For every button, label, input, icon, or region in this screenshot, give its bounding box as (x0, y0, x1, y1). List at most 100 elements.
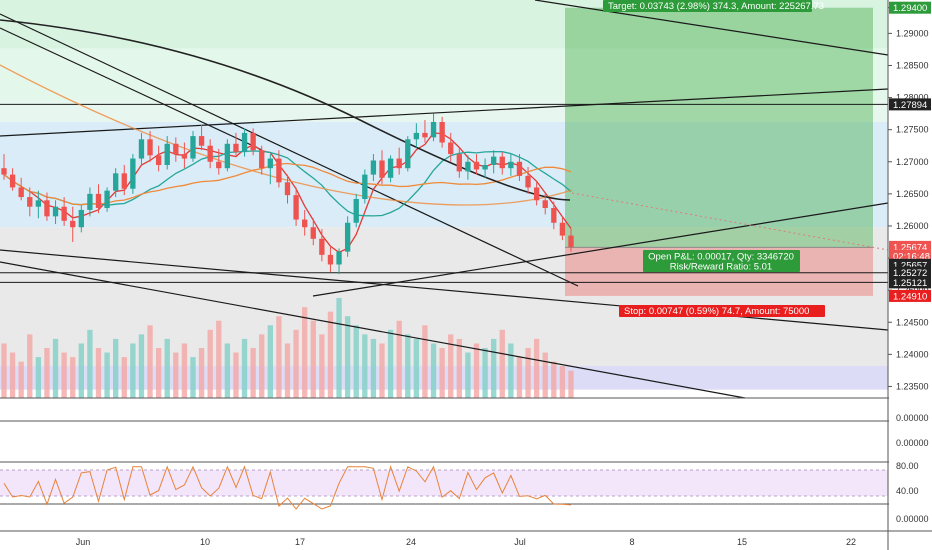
volume-bar (250, 348, 256, 398)
stop-label: Stop: 0.00747 (0.59%) 74.7, Amount: 7500… (624, 306, 809, 317)
candle-body (233, 143, 239, 153)
projection-line (571, 192, 889, 251)
price-tick-label: 1.23500 (896, 381, 929, 391)
candle (302, 209, 308, 236)
candle (456, 147, 462, 178)
candle (61, 197, 67, 226)
price-tick-label: 1.26000 (896, 221, 929, 231)
candle-body (456, 154, 462, 172)
price-zone (0, 100, 888, 122)
candle (430, 113, 437, 142)
trendline[interactable] (0, 88, 889, 137)
volume-bar (104, 352, 110, 398)
price-badge-label: 1.25657 (893, 260, 927, 271)
candle-body (379, 160, 385, 178)
candle-body (44, 200, 50, 217)
time-axis-label: 17 (295, 537, 305, 547)
volume-bar (259, 334, 265, 398)
candle-body (508, 161, 514, 169)
price-badge-label: 02:16:48 (893, 251, 930, 262)
volume-bar (336, 298, 342, 398)
candle (52, 200, 59, 225)
candle-body (164, 143, 170, 165)
position-labels: Target: 0.03743 (2.98%) 374.3, Amount: 2… (603, 0, 825, 317)
volume-bar (173, 352, 179, 398)
candle-body (224, 143, 231, 169)
pnl-label: Open P&L: 0.00017, Qty: 3346720 (648, 252, 794, 263)
candle (173, 137, 179, 162)
volume-bar (44, 348, 50, 398)
volume-bar (491, 338, 497, 398)
candle-body (430, 121, 437, 138)
candle (224, 139, 231, 172)
volume-bar (482, 348, 488, 398)
volume-bar (456, 338, 462, 398)
candle-body (241, 132, 248, 153)
candle (198, 124, 205, 151)
volume-bar (138, 334, 145, 398)
price-badge (889, 249, 931, 262)
candles (1, 113, 574, 275)
trendline[interactable] (0, 13, 579, 287)
volume-bar (568, 370, 574, 398)
trendline[interactable] (0, 27, 263, 151)
candle (508, 154, 514, 176)
candle (370, 154, 377, 182)
candle (78, 205, 84, 233)
candle (353, 193, 359, 228)
trendline[interactable] (0, 261, 746, 399)
price-badge-label: 1.25674 (893, 242, 927, 253)
candle-body (27, 197, 33, 207)
volume-bar (293, 329, 299, 398)
candle-body (533, 187, 540, 201)
candle-body (344, 222, 351, 252)
price-badge-label: 1.27894 (893, 100, 927, 111)
volume-bar (302, 307, 308, 398)
target-zone[interactable] (565, 7, 873, 248)
price-tick-label: 1.28500 (896, 60, 929, 70)
candle-body (1, 168, 7, 175)
volume-bar (87, 329, 93, 398)
candle-body (259, 150, 265, 169)
volume-bar (216, 320, 222, 398)
volume-bar (224, 343, 231, 398)
candle-body (18, 187, 24, 198)
volume-bar (396, 320, 402, 398)
candle (491, 150, 497, 174)
candle (164, 136, 170, 170)
candle (44, 192, 50, 221)
candle (559, 216, 566, 241)
candle (259, 145, 265, 175)
time-axis-label: Jun (76, 537, 91, 547)
volume-bar (61, 352, 67, 398)
price-badge (889, 276, 931, 289)
candle (344, 216, 351, 257)
trendline[interactable] (534, 0, 889, 56)
candle-body (250, 132, 256, 151)
candle (241, 128, 248, 157)
candle (121, 164, 127, 196)
candle (18, 177, 24, 201)
volume-bar (465, 352, 471, 398)
rsi-level-label: 80.00 (896, 461, 919, 471)
price-badge-label: 1.29400 (893, 3, 927, 14)
candle-body (396, 158, 402, 169)
price-tick-label: 1.26500 (896, 189, 929, 199)
price-zone (0, 48, 888, 101)
price-tick-label: 1.28000 (896, 93, 929, 103)
candle (499, 152, 505, 175)
volume-bar (473, 343, 480, 398)
candle-body (448, 142, 454, 155)
candle (138, 132, 145, 165)
candle (181, 142, 188, 169)
candle-body (155, 155, 162, 165)
volume-bar (344, 316, 351, 398)
trendline[interactable] (312, 202, 889, 297)
candle (216, 148, 222, 175)
candle (70, 206, 76, 243)
candle-body (568, 235, 574, 248)
pnl-label-box (643, 250, 800, 272)
candle-body (276, 158, 282, 183)
